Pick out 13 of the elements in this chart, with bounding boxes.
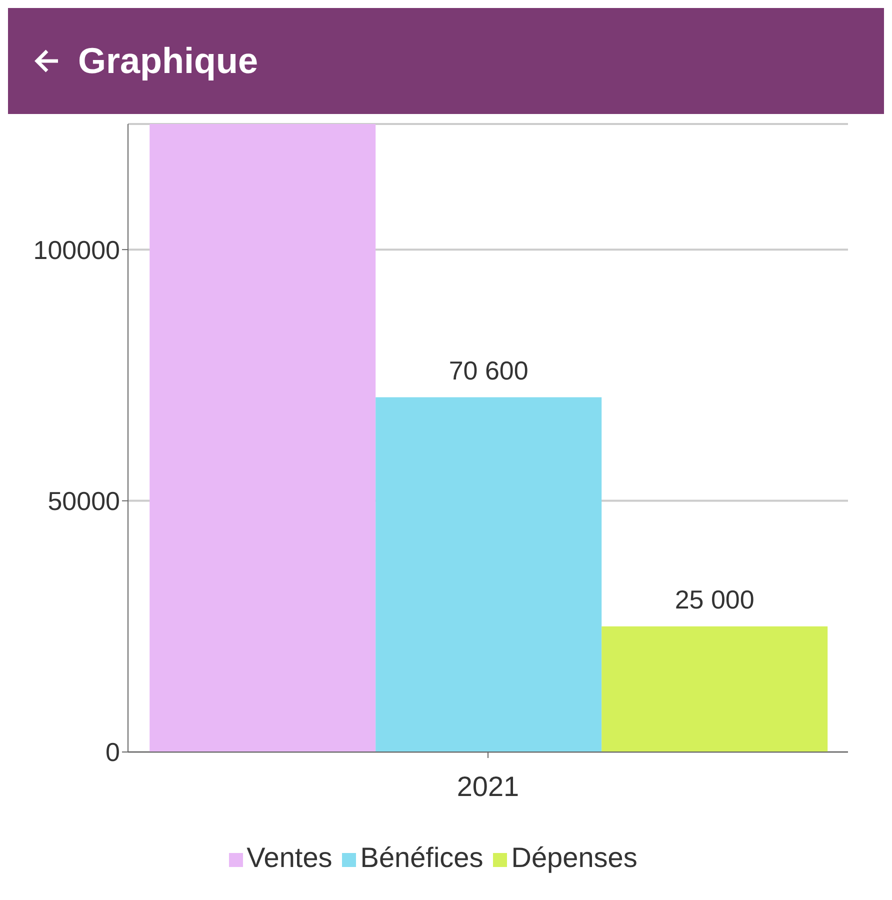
legend-label: Ventes: [246, 842, 332, 873]
data-label: 70 600: [448, 355, 528, 386]
legend-label: Dépenses: [511, 842, 638, 873]
chart-title: Graphique: [78, 40, 258, 82]
y-tick-label: 100000: [33, 234, 120, 265]
bar: [376, 397, 602, 752]
x-tick-label: 2021: [456, 770, 520, 802]
legend-label: Bénéfices: [360, 842, 484, 873]
y-tick-label: 0: [106, 737, 120, 768]
bar: [150, 124, 376, 752]
y-tick-label: 50000: [48, 486, 120, 516]
bar: [602, 626, 828, 752]
data-label: 25 000: [674, 584, 754, 614]
